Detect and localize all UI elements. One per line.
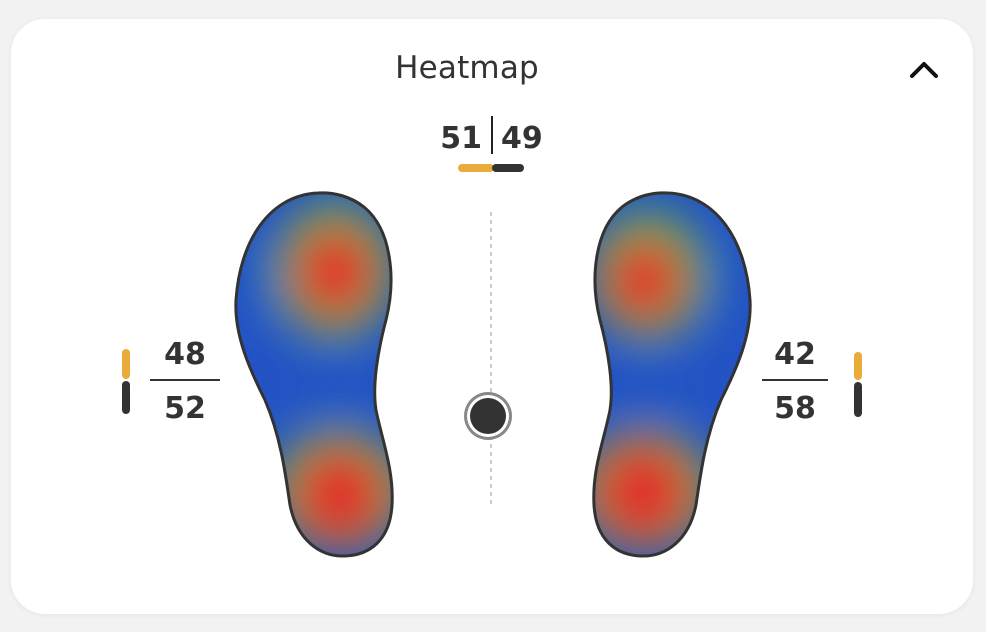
left-balance-value: 51 [440, 121, 482, 156]
right-front-value: 42 [774, 337, 816, 372]
left-foot-outline [234, 191, 394, 558]
right-balance-value: 49 [501, 121, 543, 156]
left-balance-bar [458, 164, 494, 172]
left-back-value: 52 [164, 391, 206, 426]
left-ratio-divider [150, 379, 220, 381]
balance-divider [491, 116, 493, 154]
chevron-up-icon [910, 62, 938, 78]
left-foot-ratio: 48 52 [150, 335, 220, 435]
left-back-bar [122, 381, 130, 414]
right-balance-bar [492, 164, 524, 172]
right-back-bar [854, 382, 862, 417]
right-foot-ratio: 42 58 [762, 335, 828, 435]
right-ratio-divider [762, 379, 828, 381]
right-front-bar [854, 352, 862, 380]
left-front-value: 48 [164, 337, 206, 372]
circle-marker-icon [464, 392, 512, 440]
left-front-bar [122, 349, 130, 379]
collapse-button[interactable] [896, 50, 952, 90]
left-foot-heatmap [235, 192, 393, 557]
right-foot-heatmap [593, 192, 751, 557]
card-title: Heatmap [395, 50, 539, 86]
right-foot-outline [592, 191, 752, 558]
left-right-balance: 51 49 [0, 116, 986, 176]
right-back-value: 58 [774, 391, 816, 426]
